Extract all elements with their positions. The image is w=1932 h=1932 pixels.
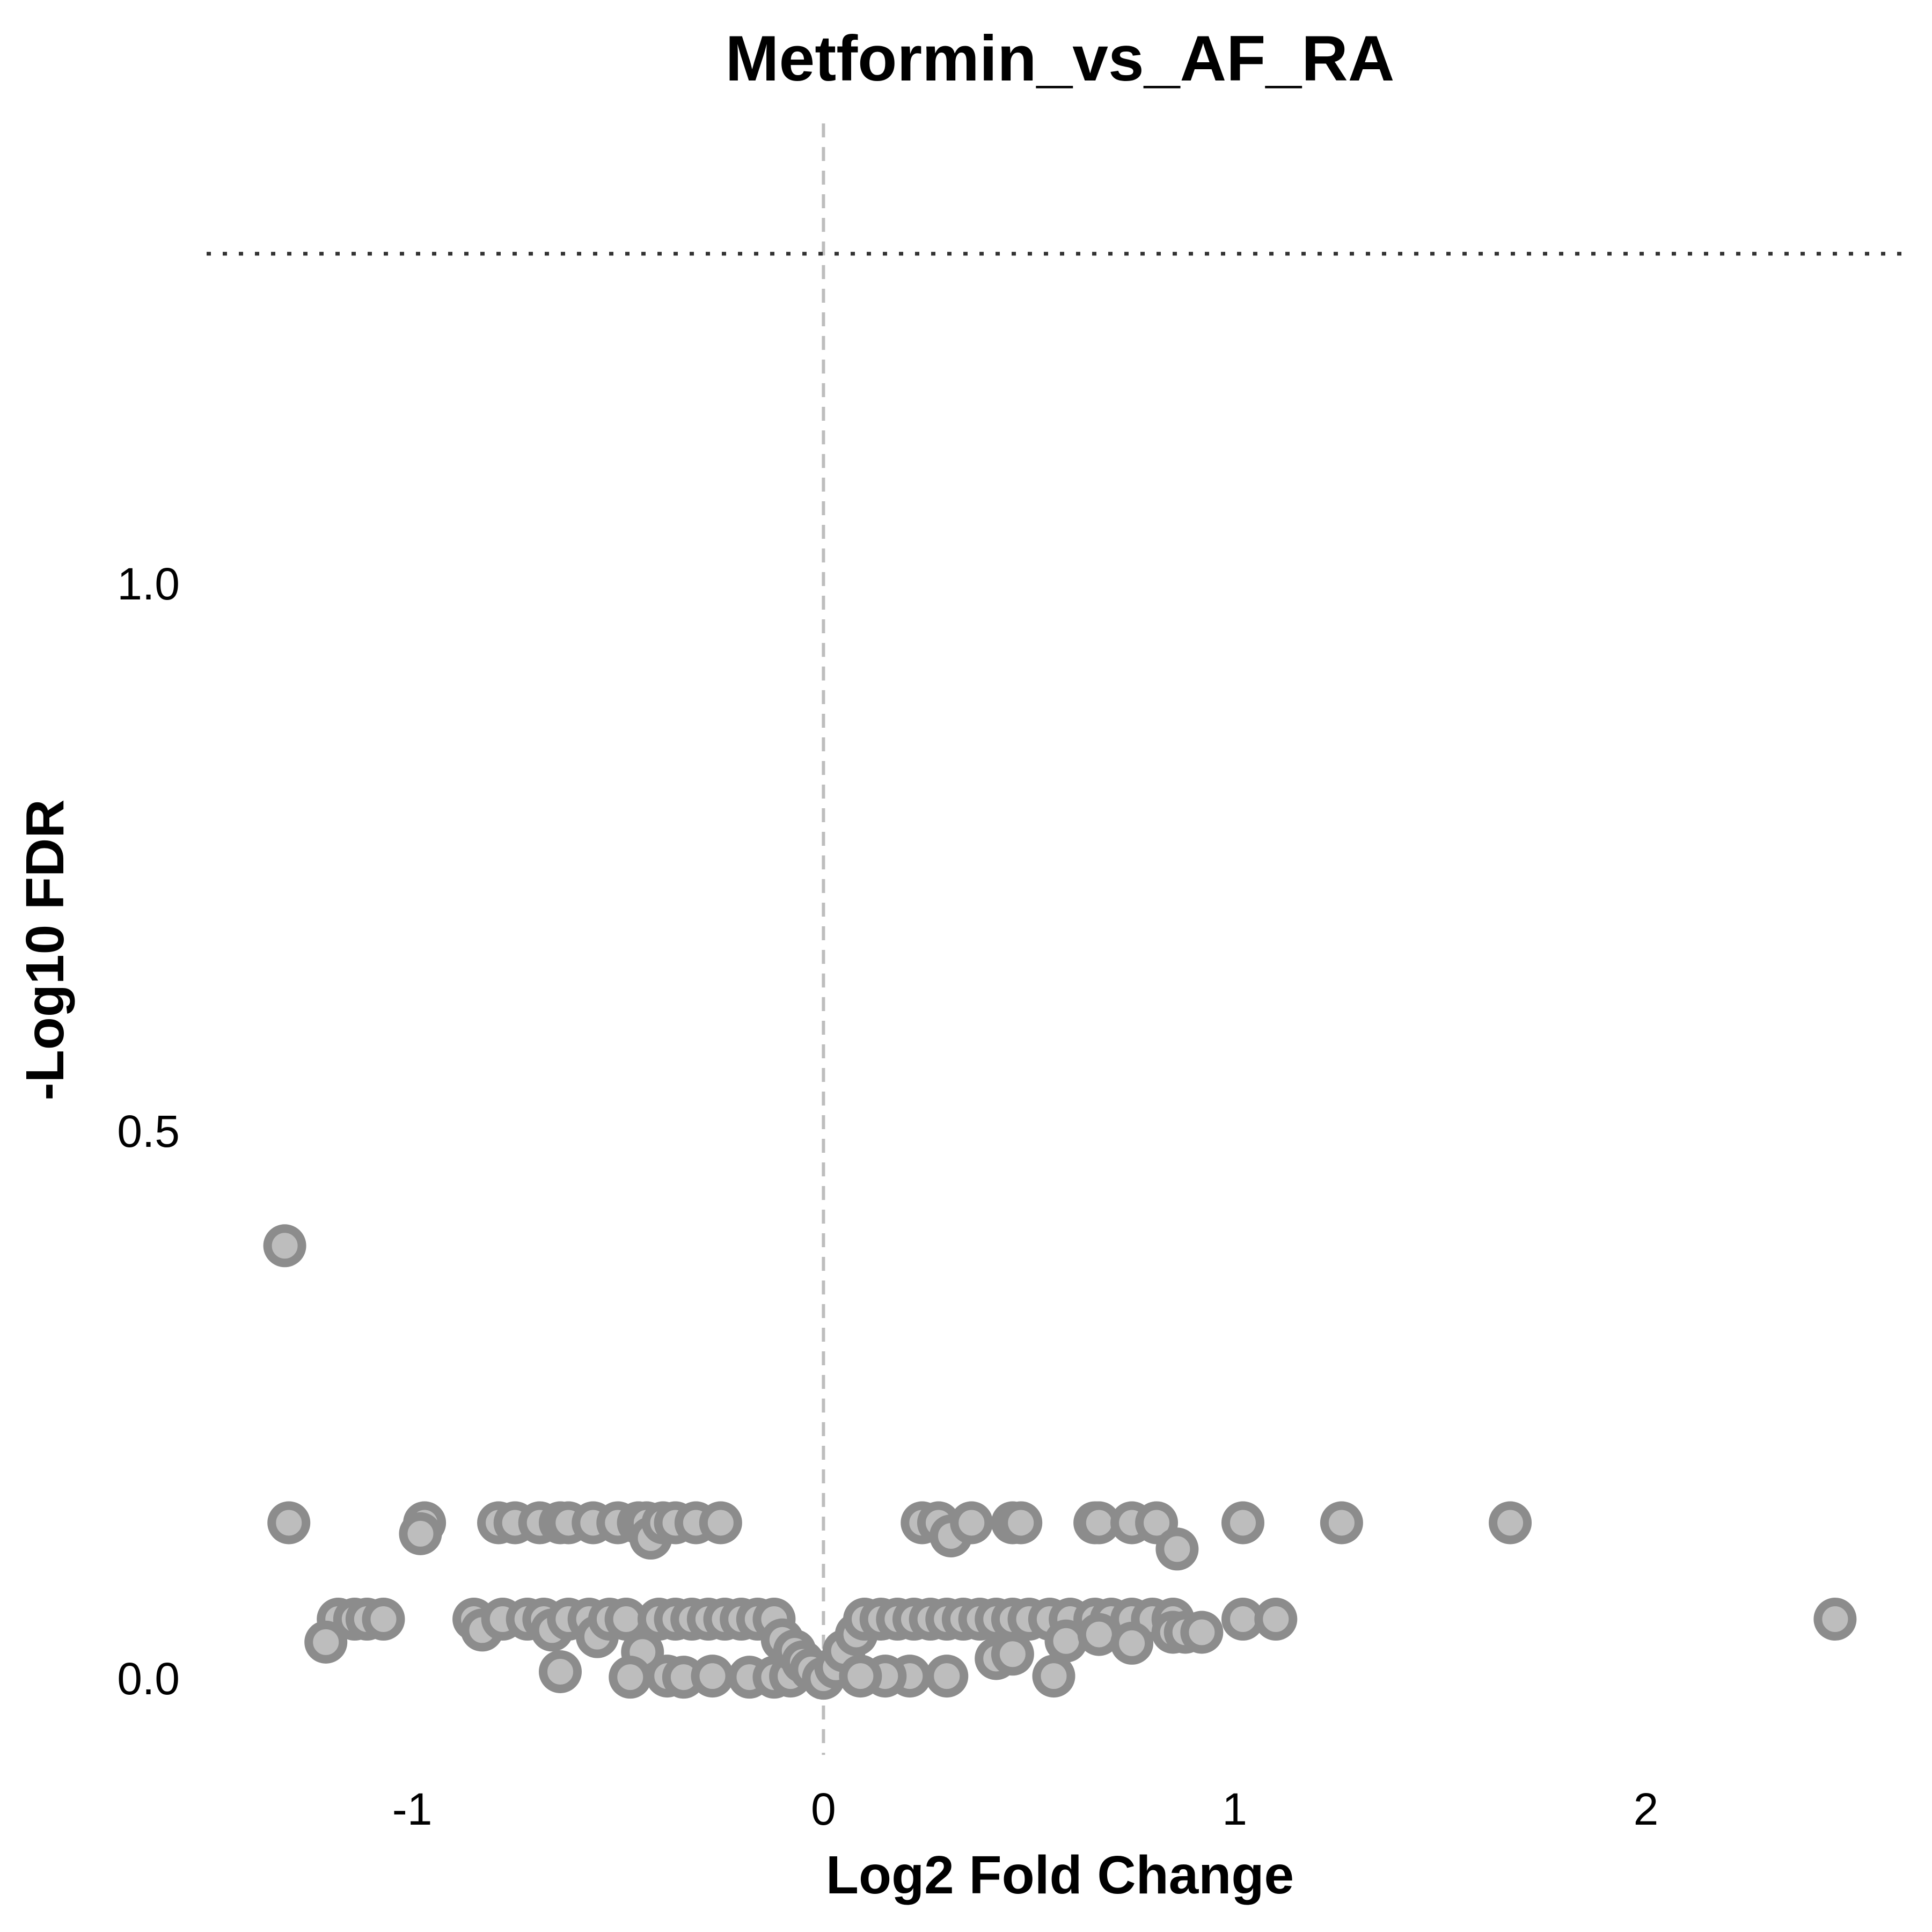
data-point — [362, 1598, 405, 1641]
data-point — [1320, 1501, 1363, 1545]
data-point — [609, 1656, 652, 1699]
data-point — [1032, 1655, 1075, 1698]
data-point — [925, 1655, 969, 1698]
data-point — [1489, 1501, 1532, 1545]
y-tick-label: 0.0 — [117, 1653, 180, 1704]
data-point — [950, 1501, 993, 1545]
data-point — [263, 1224, 306, 1268]
data-point — [699, 1501, 742, 1545]
x-tick-label: 2 — [1634, 1784, 1659, 1834]
data-point — [304, 1620, 348, 1664]
data-point — [1110, 1621, 1154, 1665]
data-point — [267, 1501, 311, 1545]
data-point — [1180, 1611, 1224, 1654]
x-axis-ticks: -1 0 1 2 — [392, 1784, 1659, 1834]
data-point — [399, 1512, 442, 1555]
y-tick-label: 0.5 — [117, 1106, 180, 1157]
x-tick-label: 1 — [1222, 1784, 1247, 1834]
data-points — [263, 1224, 1857, 1700]
data-point — [691, 1655, 734, 1698]
data-point — [1813, 1598, 1857, 1641]
data-point — [991, 1633, 1034, 1676]
data-point — [538, 1650, 582, 1693]
y-tick-label: 1.0 — [117, 559, 180, 609]
data-point — [999, 1501, 1043, 1545]
x-axis-label: Log2 Fold Change — [826, 1845, 1294, 1905]
data-point — [1044, 1619, 1088, 1663]
x-tick-label: -1 — [392, 1784, 433, 1834]
data-point — [1155, 1527, 1199, 1571]
y-axis-ticks: 0.0 0.5 1.0 — [117, 559, 180, 1704]
data-point — [839, 1655, 882, 1698]
x-tick-label: 0 — [811, 1784, 836, 1834]
data-point — [1254, 1598, 1298, 1641]
y-axis-label: -Log10 FDR — [15, 799, 75, 1100]
chart-title: Metformin_vs_AF_RA — [726, 23, 1395, 94]
data-point — [1221, 1501, 1264, 1545]
